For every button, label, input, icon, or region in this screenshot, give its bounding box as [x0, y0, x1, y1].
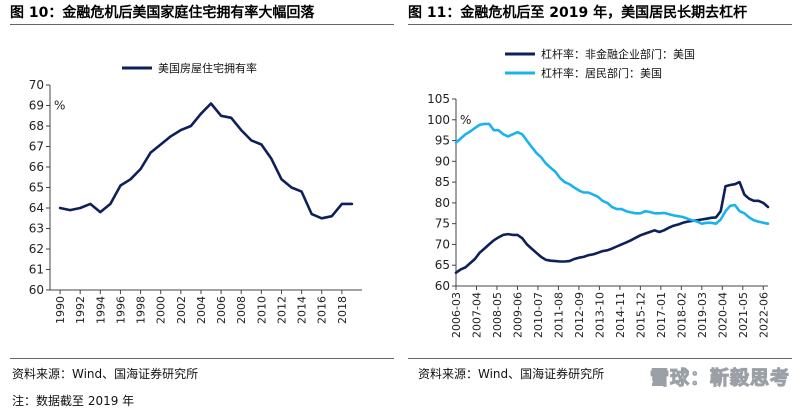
- left-chart-y-tick-label: 69: [29, 99, 44, 113]
- left-chart-x-tick-label: 2010: [255, 296, 268, 324]
- right-chart-legend-label: 杠杆率：居民部门：美国: [541, 66, 662, 80]
- left-chart-x-tick-label: 1998: [135, 296, 148, 324]
- left-chart-x-tick-label: 1994: [94, 296, 107, 324]
- right-chart-y-tick-label: 95: [435, 134, 450, 148]
- right-chart-x-tick-label: 2008-05: [491, 292, 504, 338]
- left-chart-y-tick-label: 65: [29, 181, 44, 195]
- left-footer-rule: [10, 358, 394, 359]
- right-chart-series-line-1: [454, 180, 770, 274]
- left-chart-legend-label: 美国房屋住宅拥有率: [158, 61, 257, 75]
- left-chart-y-tick-label: 68: [29, 119, 44, 133]
- right-chart-series-line-2: [454, 122, 770, 225]
- figure-11-title: 图 11：金融危机后至 2019 年，美国居民长期去杠杆: [408, 5, 748, 21]
- right-chart-x-tick-label: 2010-07: [532, 292, 545, 338]
- right-chart-y-tick-label: 75: [435, 217, 450, 231]
- right-title-rule: [408, 24, 792, 25]
- right-chart-y-tick-label: 65: [435, 258, 450, 272]
- right-chart-x-tick-label: 2012-09: [573, 292, 586, 338]
- right-chart-x-tick-label: 2020-04: [716, 292, 729, 338]
- right-chart-legend-label: 杠杆率：非金融企业部门：美国: [541, 47, 695, 61]
- right-chart-x-tick-label: 2015-12: [634, 292, 647, 338]
- left-chart-x-tick-label: 1996: [114, 296, 127, 324]
- left-chart-y-tick-label: 60: [29, 283, 44, 297]
- right-chart-x-tick-label: 2022-06: [757, 292, 770, 338]
- left-chart-y-tick-label: 64: [29, 201, 44, 215]
- right-chart-y-tick-label: 100: [427, 113, 450, 127]
- left-chart-x-tick-label: 2006: [215, 296, 228, 324]
- left-source-text: 资料来源：Wind、国海证券研究所: [12, 367, 199, 381]
- left-chart-x-tick-label: 2018: [336, 296, 349, 324]
- left-chart-x-tick-label: 2004: [195, 296, 208, 324]
- right-chart-y-tick-label: 105: [427, 92, 450, 106]
- left-chart-y-tick-label: 62: [29, 242, 44, 256]
- left-chart-y-tick-label: 70: [29, 78, 44, 92]
- right-chart-x-tick-label: 2019-03: [696, 292, 709, 338]
- right-chart-y-tick-label: 70: [435, 237, 450, 251]
- left-chart-x-tick-label: 2000: [155, 296, 168, 324]
- left-title-rule: [10, 24, 394, 25]
- left-chart-x-tick-label: 1990: [54, 296, 67, 324]
- left-chart-series-line-1: [58, 102, 354, 220]
- right-chart-y-tick-label: 90: [435, 154, 450, 168]
- right-chart-y-tick-label: 80: [435, 196, 450, 210]
- right-footer-rule: [408, 358, 792, 359]
- right-chart-y-tick-label: 60: [435, 279, 450, 293]
- right-chart-x-tick-label: 2021-05: [737, 292, 750, 338]
- right-chart-y-tick-label: 85: [435, 175, 450, 189]
- right-chart-x-tick-label: 2018-02: [675, 292, 688, 338]
- right-chart-unit-label: %: [460, 113, 471, 127]
- left-chart-x-tick-label: 2008: [235, 296, 248, 324]
- right-chart-x-tick-label: 2009-06: [511, 292, 524, 338]
- left-chart-x-tick-label: 2014: [296, 296, 309, 324]
- right-chart-x-tick-label: 2014-11: [614, 292, 627, 338]
- right-source-text: 资料来源：Wind、国海证券研究所: [418, 367, 605, 381]
- right-chart-x-tick-label: 2011-08: [552, 292, 565, 338]
- homeownership-rate-chart: 60 61 62 63 64 65 66 67 68 69 70% 1990 1992 1994 1996 1…: [29, 61, 362, 324]
- left-chart-x-tick-label: 1992: [74, 296, 87, 324]
- left-chart-y-tick-label: 67: [29, 140, 44, 154]
- left-chart-unit-label: %: [54, 99, 65, 113]
- right-chart-x-tick-label: 2017-01: [655, 292, 668, 338]
- left-chart-x-tick-label: 2002: [175, 296, 188, 324]
- figure-10-title: 图 10：金融危机后美国家庭住宅拥有率大幅回落: [10, 5, 315, 21]
- left-chart-x-tick-label: 2016: [316, 296, 329, 324]
- right-chart-x-tick-label: 2007-04: [470, 292, 483, 338]
- left-chart-y-tick-label: 66: [29, 160, 44, 174]
- left-note-text: 注：数据截至 2019 年: [12, 394, 135, 408]
- leverage-ratio-chart: 60 65 70 75 80 85 90 95 100 105% 2006-03 2007-04 200…: [427, 47, 770, 338]
- left-chart-y-tick-label: 61: [29, 263, 44, 277]
- watermark: 雪球：靳毅思考: [649, 367, 790, 390]
- left-chart-x-tick-label: 2012: [275, 296, 288, 324]
- left-chart-y-tick-label: 63: [29, 222, 44, 236]
- right-chart-x-tick-label: 2013-10: [593, 292, 606, 338]
- right-chart-x-tick-label: 2006-03: [450, 292, 463, 338]
